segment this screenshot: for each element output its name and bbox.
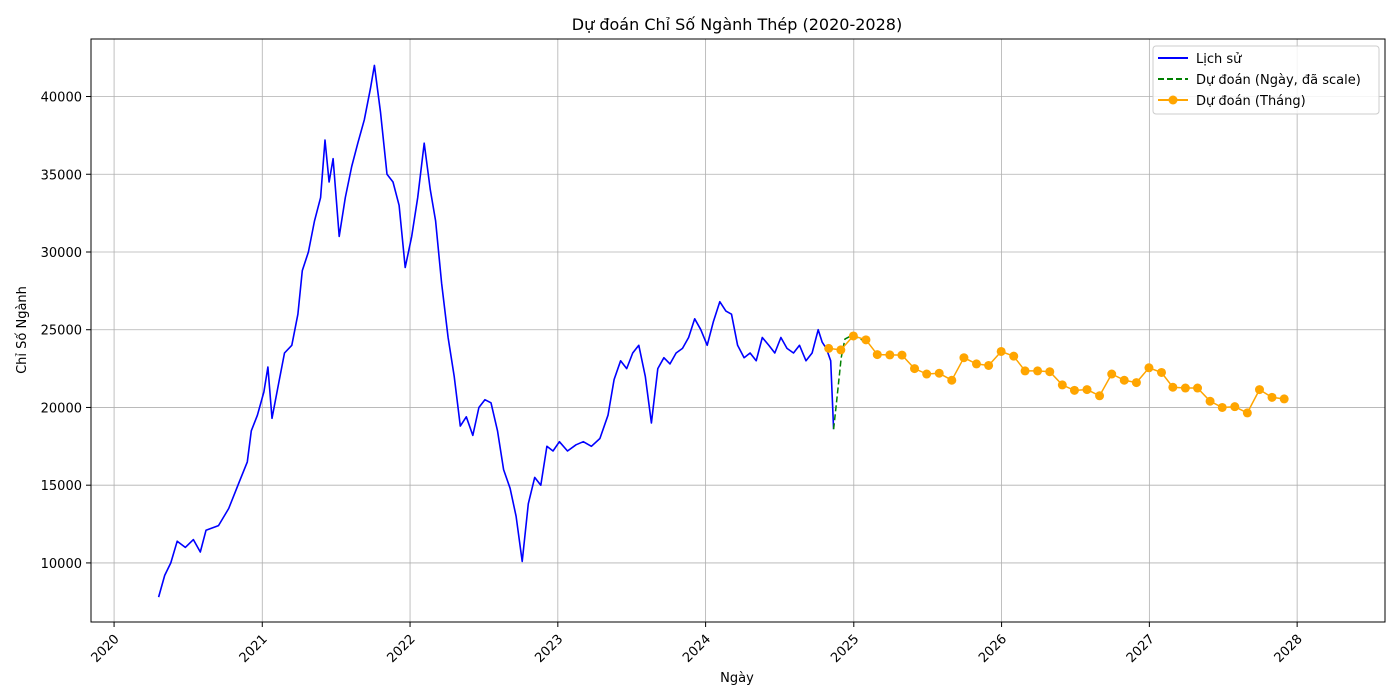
legend-box bbox=[1152, 45, 1380, 115]
data-point-monthly-forecast bbox=[1082, 385, 1092, 395]
data-point-monthly-forecast bbox=[1180, 383, 1190, 393]
data-point-monthly-forecast bbox=[824, 343, 834, 353]
data-point-monthly-forecast bbox=[1119, 375, 1129, 385]
data-point-monthly-forecast bbox=[872, 350, 882, 360]
data-point-monthly-forecast bbox=[959, 353, 969, 363]
x-axis-label: Ngày bbox=[720, 671, 754, 686]
series-layer bbox=[157, 64, 1289, 598]
data-point-monthly-forecast bbox=[1020, 366, 1030, 376]
data-point-monthly-forecast bbox=[861, 335, 871, 345]
data-point-monthly-forecast bbox=[836, 345, 846, 355]
legend-marker-monthly-forecast bbox=[1168, 95, 1178, 105]
chart-title: Dự đoán Chỉ Số Ngành Thép (2020-2028) bbox=[572, 15, 902, 34]
data-point-monthly-forecast bbox=[947, 375, 957, 385]
y-tick-label: 30000 bbox=[41, 246, 82, 261]
data-point-monthly-forecast bbox=[1009, 351, 1019, 361]
y-tick-label: 10000 bbox=[41, 557, 82, 572]
data-point-monthly-forecast bbox=[910, 364, 920, 374]
data-point-monthly-forecast bbox=[848, 331, 858, 341]
legend-label-history: Lịch sử bbox=[1196, 52, 1242, 67]
legend-label-daily-forecast: Dự đoán (Ngày, đã scale) bbox=[1196, 73, 1361, 88]
data-point-monthly-forecast bbox=[1107, 369, 1117, 379]
data-point-monthly-forecast bbox=[1254, 385, 1264, 395]
data-point-monthly-forecast bbox=[1230, 402, 1240, 412]
data-point-monthly-forecast bbox=[1069, 385, 1079, 395]
data-point-monthly-forecast bbox=[934, 368, 944, 378]
data-point-monthly-forecast bbox=[922, 369, 932, 379]
data-point-monthly-forecast bbox=[1242, 408, 1252, 418]
data-point-monthly-forecast bbox=[1131, 378, 1141, 388]
y-tick-label: 40000 bbox=[41, 91, 82, 106]
data-point-monthly-forecast bbox=[897, 350, 907, 360]
data-point-monthly-forecast bbox=[1144, 363, 1154, 373]
y-tick-label: 25000 bbox=[41, 324, 82, 339]
data-point-monthly-forecast bbox=[1193, 383, 1203, 393]
series-line-history bbox=[157, 64, 835, 598]
data-point-monthly-forecast bbox=[1045, 367, 1055, 377]
data-point-monthly-forecast bbox=[1157, 367, 1167, 377]
data-point-monthly-forecast bbox=[885, 350, 895, 360]
data-point-monthly-forecast bbox=[1217, 402, 1227, 412]
data-point-monthly-forecast bbox=[1057, 380, 1067, 390]
y-tick-label: 15000 bbox=[41, 479, 82, 494]
legend: Lịch sử Dự đoán (Ngày, đã scale) Dự đoán (… bbox=[1152, 45, 1380, 115]
data-point-monthly-forecast bbox=[996, 346, 1006, 356]
y-tick-label: 35000 bbox=[41, 168, 82, 183]
data-point-monthly-forecast bbox=[984, 360, 994, 370]
grid-lines bbox=[91, 39, 1385, 622]
data-point-monthly-forecast bbox=[1168, 382, 1178, 392]
data-point-monthly-forecast bbox=[1033, 366, 1043, 376]
plot-area-frame bbox=[90, 38, 1386, 623]
legend-label-monthly-forecast: Dự đoán (Tháng) bbox=[1196, 94, 1306, 109]
y-axis-label: Chỉ Số Ngành bbox=[15, 286, 30, 374]
y-tick-label: 20000 bbox=[41, 401, 82, 416]
data-point-monthly-forecast bbox=[971, 359, 981, 369]
data-point-monthly-forecast bbox=[1267, 392, 1277, 402]
data-point-monthly-forecast bbox=[1205, 396, 1215, 406]
data-point-monthly-forecast bbox=[1095, 391, 1105, 401]
data-point-monthly-forecast bbox=[1279, 394, 1289, 404]
